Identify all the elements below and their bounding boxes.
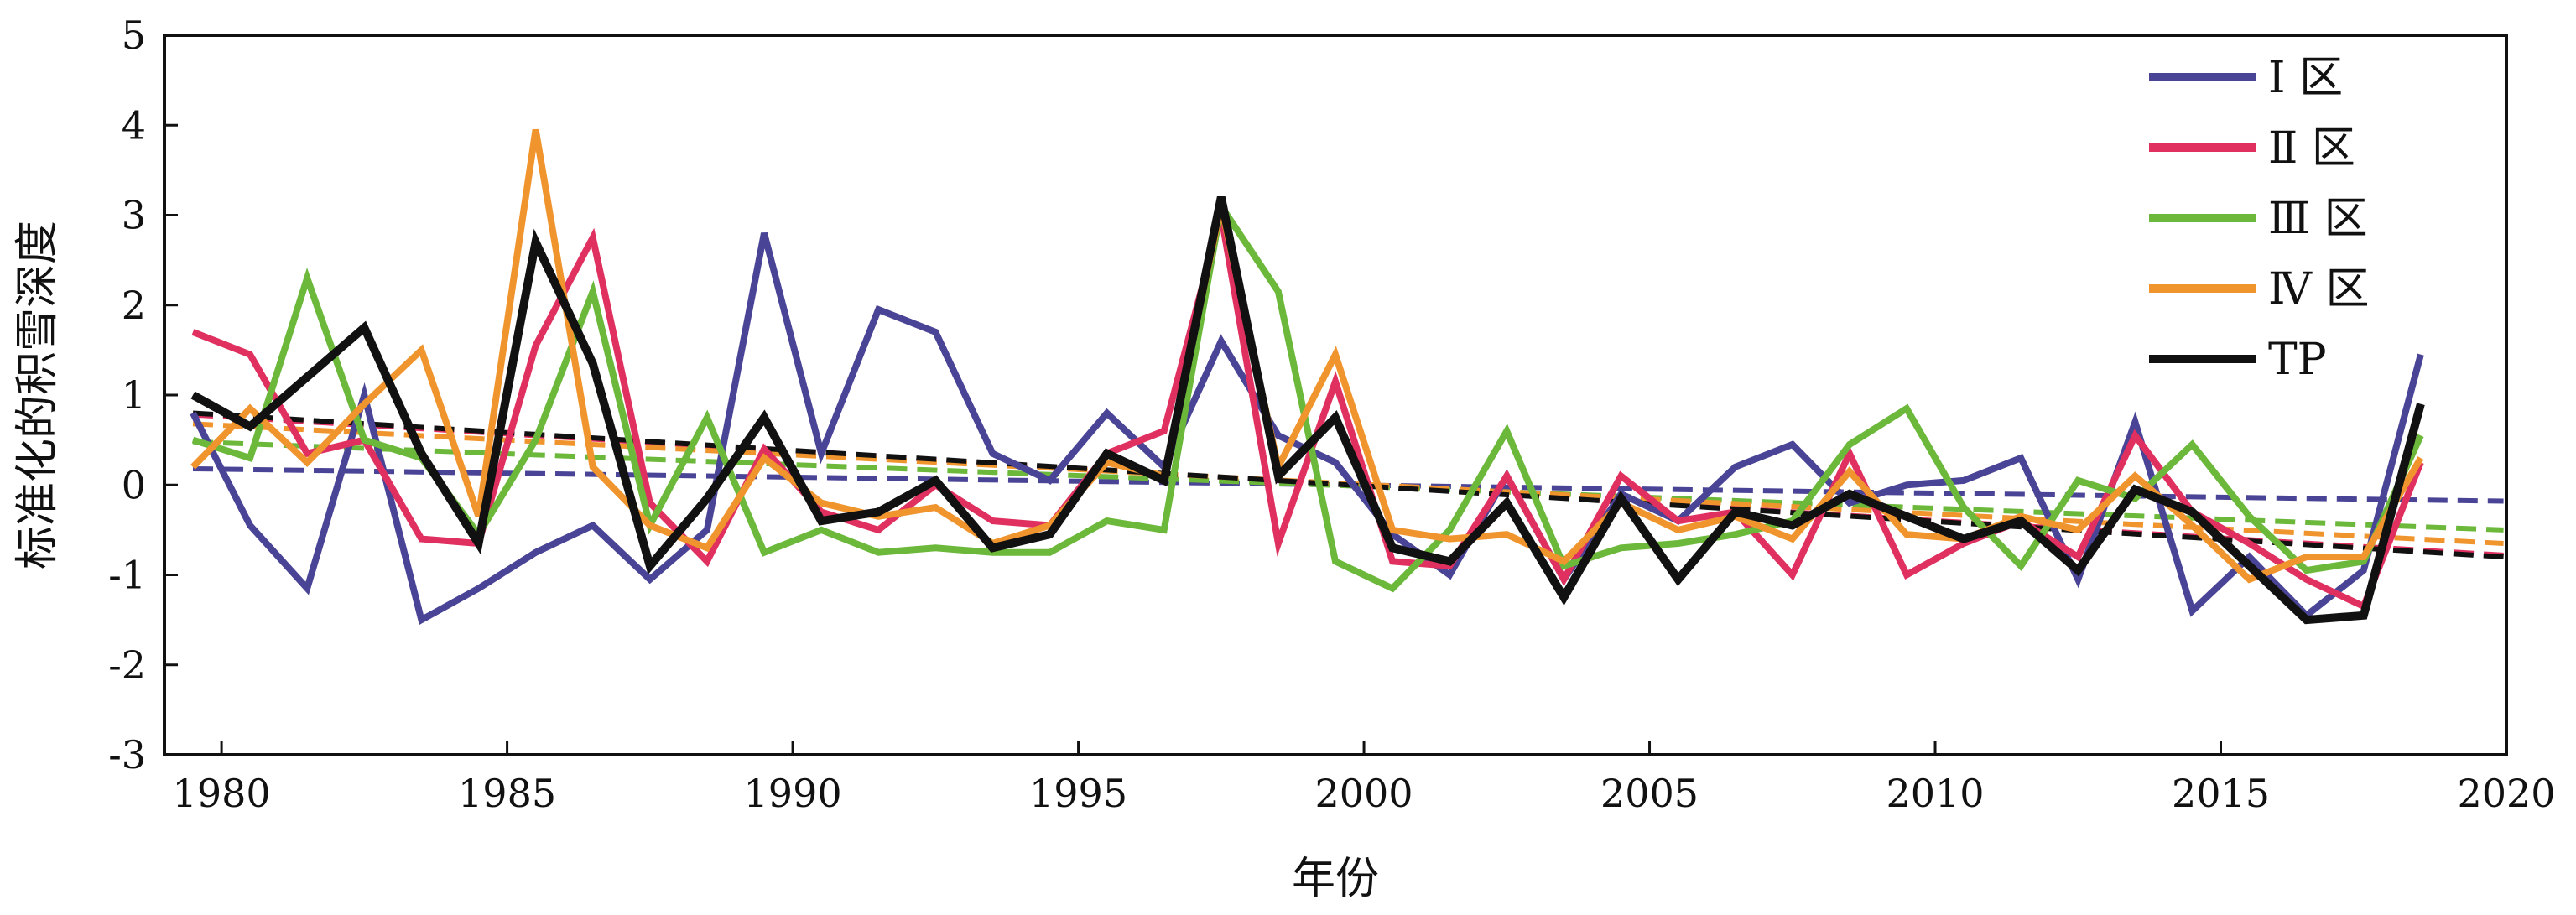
x-tick-label: 2015 xyxy=(2172,771,2270,816)
y-axis-title: 标准化的积雪深度 xyxy=(13,221,63,569)
x-tick-label: 1985 xyxy=(458,771,556,816)
y-tick-label: 5 xyxy=(122,13,146,58)
legend-label: Ⅰ 区 xyxy=(2268,53,2343,103)
y-tick-label: 2 xyxy=(122,283,146,328)
x-tick-label: 1990 xyxy=(744,771,842,816)
x-tick-label: 1995 xyxy=(1029,771,1127,816)
y-tick-label: 3 xyxy=(122,193,146,238)
y-tick-label: 0 xyxy=(122,462,146,507)
y-tick-label: -2 xyxy=(108,642,146,688)
y-tick-label: 1 xyxy=(122,372,146,418)
legend-label: Ⅱ 区 xyxy=(2268,123,2355,174)
x-tick-label: 2010 xyxy=(1886,771,1984,816)
legend-label: Ⅳ 区 xyxy=(2268,264,2369,315)
x-tick-label: 2020 xyxy=(2457,771,2555,816)
x-axis-title: 年份 xyxy=(1292,854,1379,904)
plot-area-frame xyxy=(163,34,2508,756)
axis-ticks: 1980 1985 1990 1995 2000 2005 2010 2015 2020-3-2… xyxy=(108,13,2555,816)
series-5-line xyxy=(190,195,2425,625)
legend-label: Ⅲ 区 xyxy=(2268,194,2368,244)
series-lines xyxy=(190,128,2425,626)
x-tick-label: 1980 xyxy=(173,771,271,816)
legend-label: TP xyxy=(2268,335,2327,385)
y-tick-label: -3 xyxy=(108,732,146,777)
y-tick-label: 4 xyxy=(122,102,146,148)
y-tick-label: -1 xyxy=(108,553,146,598)
x-tick-label: 2005 xyxy=(1600,771,1699,816)
x-tick-label: 2000 xyxy=(1315,771,1413,816)
series-5-trend-line xyxy=(192,410,2504,560)
series-4-line xyxy=(190,128,2424,584)
legend: Ⅰ 区 Ⅱ 区 Ⅲ 区 Ⅳ 区 TP xyxy=(2149,53,2369,385)
